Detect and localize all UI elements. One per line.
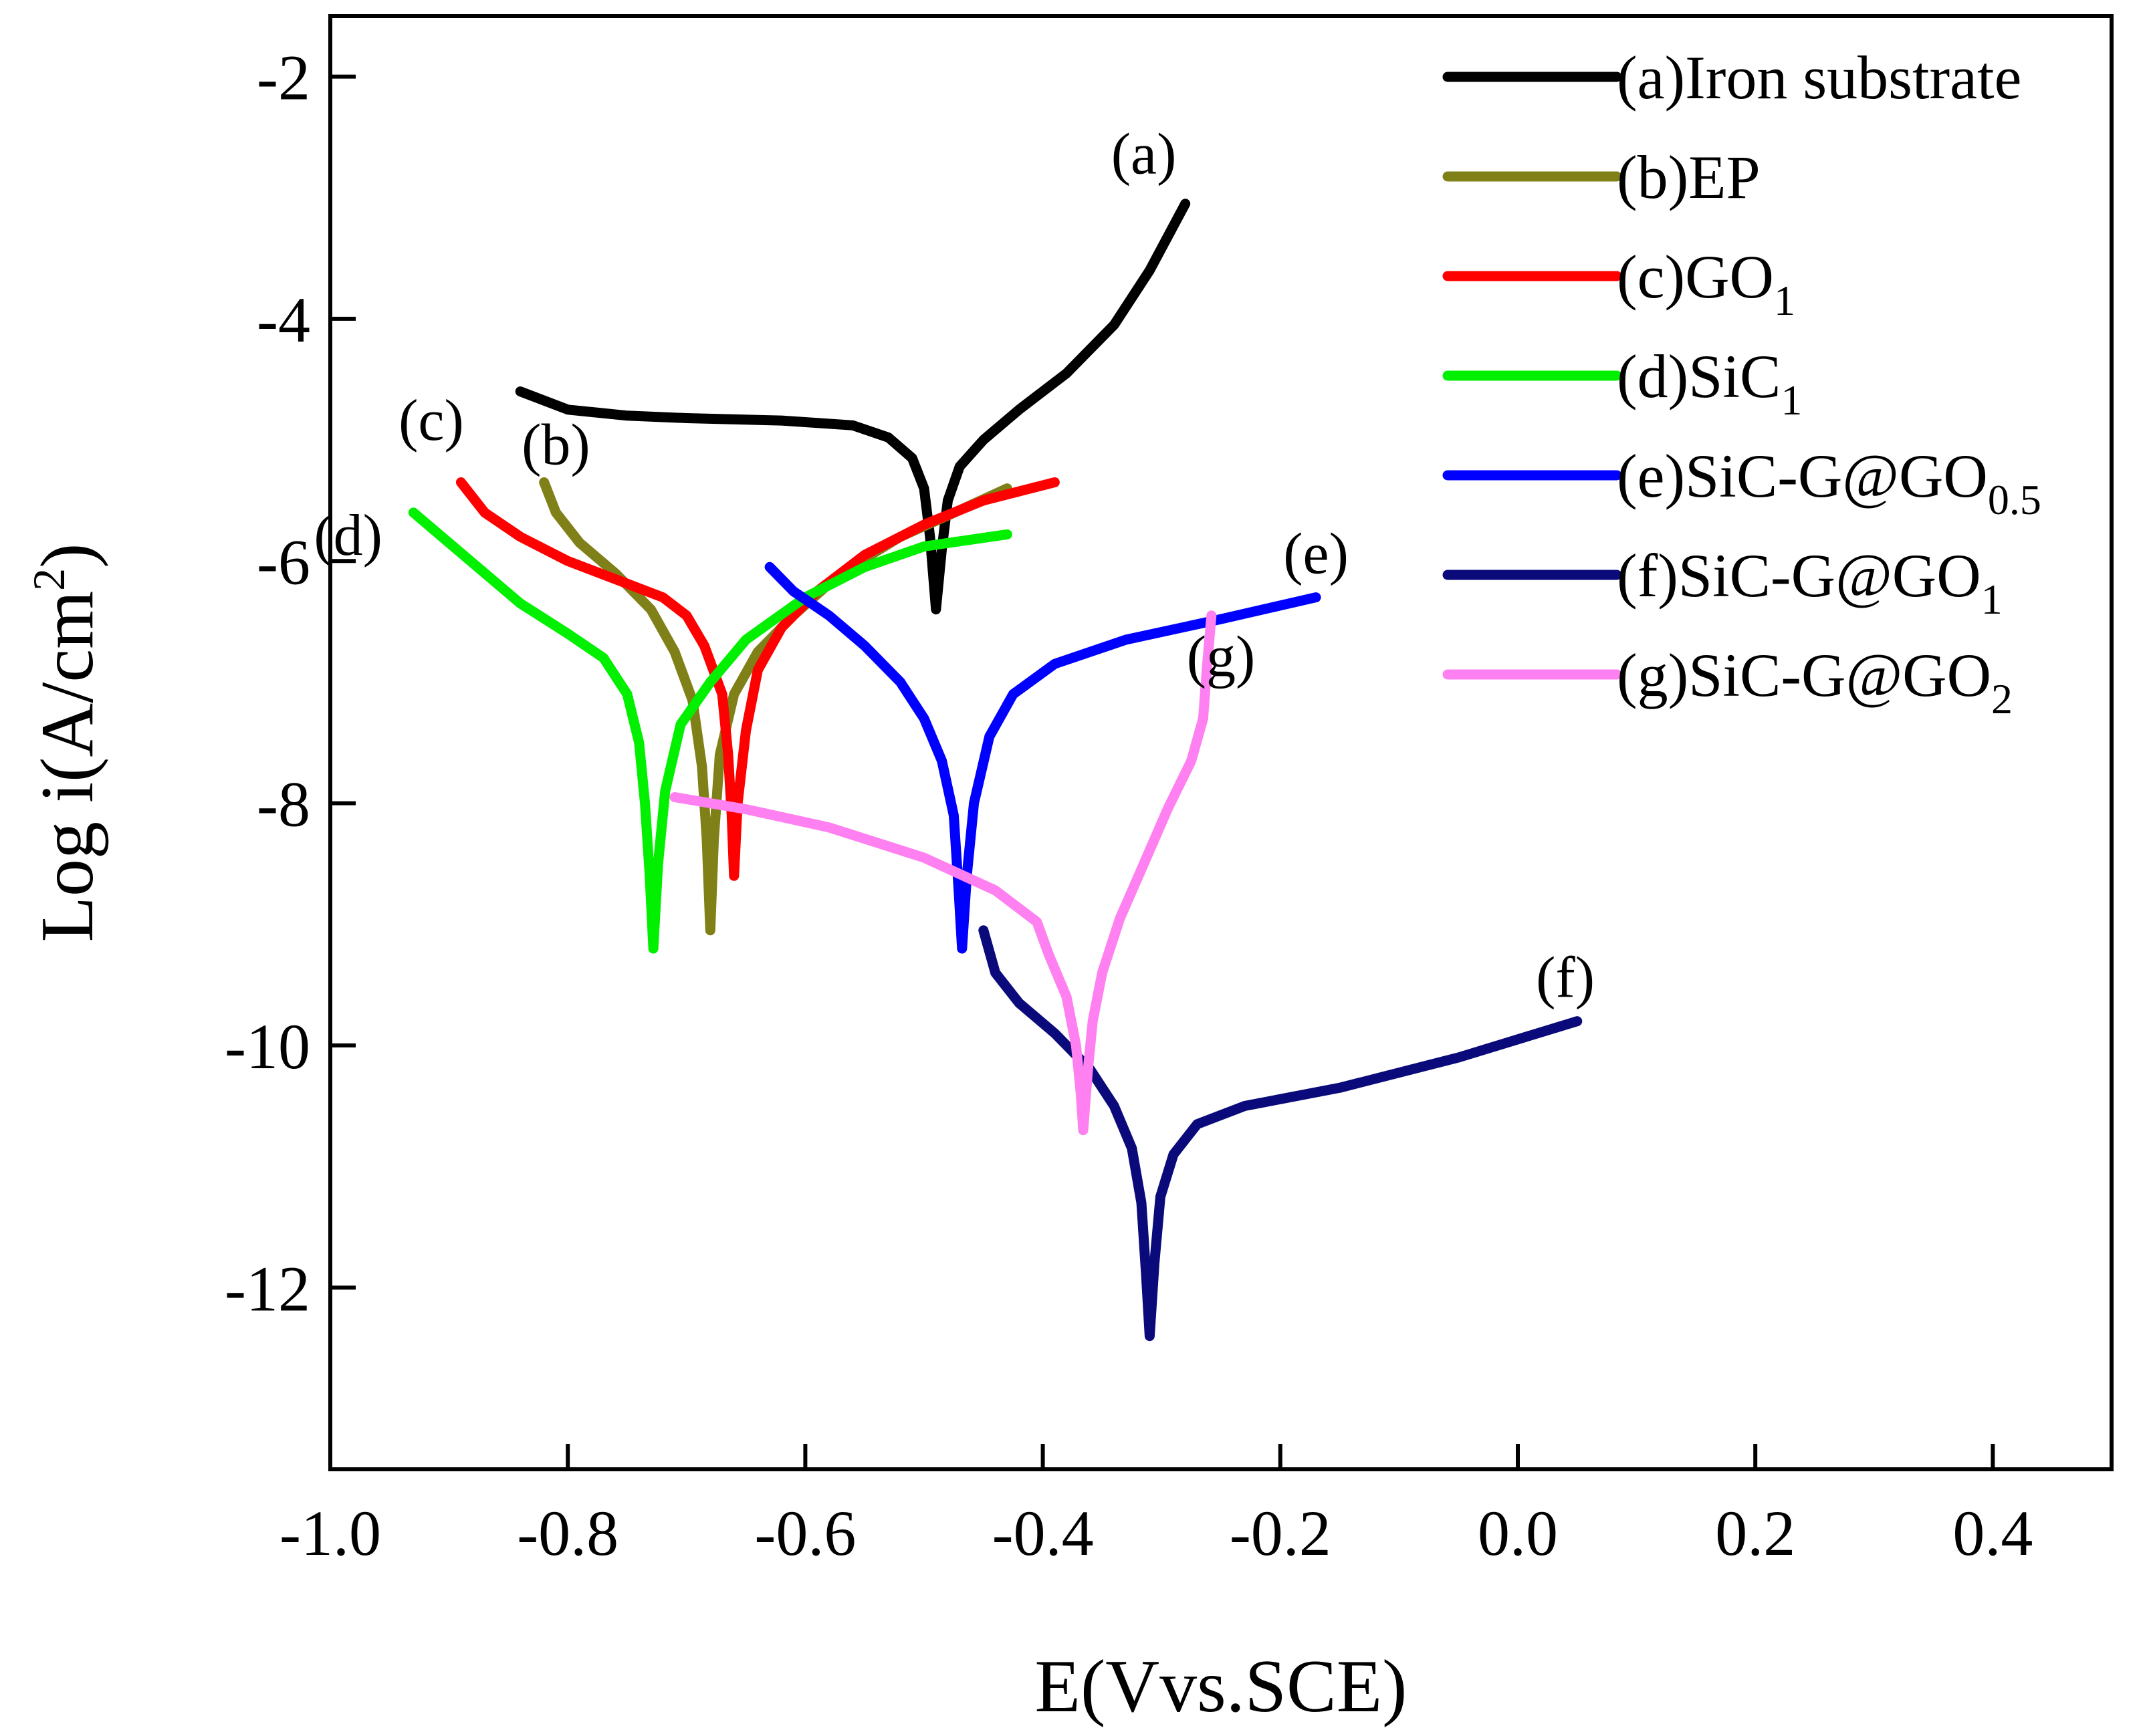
legend-item-g: (g)SiC-G@GO2: [1442, 641, 2013, 723]
legend-item-a: (a)Iron substrate: [1442, 43, 2021, 112]
legend-label-d: (d)SiC1: [1617, 342, 1802, 424]
legend-label-text: (d)SiC: [1617, 342, 1781, 410]
y-axis-title-close: ): [26, 543, 109, 568]
curve-label-d: (d): [314, 503, 382, 568]
x-tick-label: -0.8: [517, 1497, 618, 1569]
legend-label-text: (f)SiC-G@GO: [1617, 541, 1981, 610]
legend-label-text: (e)SiC-G@GO: [1617, 442, 1988, 510]
legend-item-e: (e)SiC-G@GO0.5: [1442, 442, 2041, 523]
series-line-e: [764, 562, 1321, 954]
legend-label-text: (g)SiC-G@GO: [1617, 641, 1991, 709]
x-tick-label: -0.2: [1230, 1497, 1331, 1569]
legend-label-e: (e)SiC-G@GO0.5: [1617, 442, 2041, 523]
curve-label-c: (c): [399, 388, 464, 453]
series-line-g: [669, 610, 1217, 1136]
plot-area-frame: [328, 14, 2114, 1471]
y-tick-label: -12: [225, 1253, 310, 1324]
curve-label-b: (b): [522, 412, 590, 477]
y-tick-labels: -2 -4 -6 -8 -10 -12: [225, 42, 310, 1325]
y-tick-label: -4: [257, 284, 310, 356]
y-axis-title: Log i(A/cm2): [23, 543, 109, 943]
curve-label-a: (a): [1111, 122, 1177, 187]
x-tick-label: -1.0: [279, 1497, 381, 1569]
x-tick-label: 0.0: [1478, 1497, 1558, 1569]
series-line-c: [455, 477, 1060, 881]
y-axis-title-main: Log i(A/cm: [26, 591, 109, 943]
legend: (a)Iron substrate(b)EP(c)GO1(d)SiC1(e)Si…: [1442, 43, 2041, 723]
x-tick-label: 0.2: [1715, 1497, 1795, 1569]
x-tick-label: -0.4: [992, 1497, 1094, 1569]
y-axis-title-superscript: 2: [23, 568, 74, 591]
legend-label-subscript: 1: [1781, 376, 1802, 424]
legend-label-subscript: 1: [1981, 576, 2003, 623]
legend-label-f: (f)SiC-G@GO1: [1617, 541, 2003, 623]
y-tick-label: -8: [257, 769, 310, 840]
legend-item-d: (d)SiC1: [1442, 342, 1802, 424]
data-series: [408, 199, 1583, 1342]
axis-ticks: [328, 74, 1995, 1469]
legend-label-text: (a)Iron substrate: [1617, 43, 2021, 112]
legend-label-subscript: 1: [1774, 277, 1795, 324]
legend-label-g: (g)SiC-G@GO2: [1617, 641, 2013, 723]
x-tick-labels: -1.0 -0.8 -0.6 -0.4 -0.2 0.0 0.2 0.4: [279, 1497, 2033, 1569]
legend-item-c: (c)GO1: [1442, 243, 1795, 324]
legend-item-f: (f)SiC-G@GO1: [1442, 541, 2003, 623]
x-axis-title: E(Vvs.SCE): [1035, 1645, 1407, 1728]
y-tick-label: -2: [257, 42, 310, 114]
curve-label-e: (e): [1283, 521, 1349, 586]
series-line-d: [408, 507, 1012, 954]
legend-label-text: (c)GO: [1617, 243, 1774, 311]
legend-label-subscript: 2: [1991, 675, 2013, 723]
legend-label-text: (b)EP: [1617, 143, 1761, 211]
legend-label-a: (a)Iron substrate: [1617, 43, 2021, 112]
series-line-f: [978, 925, 1583, 1342]
x-tick-label: 0.4: [1952, 1497, 2033, 1569]
curve-labels: (a) (b) (c) (d) (e) (f) (g): [314, 122, 1595, 1011]
legend-label-b: (b)EP: [1617, 143, 1761, 211]
legend-label-c: (c)GO1: [1617, 243, 1795, 324]
y-tick-label: -6: [257, 526, 310, 598]
x-tick-label: -0.6: [754, 1497, 856, 1569]
curve-label-g: (g): [1187, 624, 1256, 689]
series-line-a: [515, 199, 1191, 615]
legend-item-b: (b)EP: [1442, 143, 1761, 211]
legend-label-subscript: 0.5: [1988, 476, 2041, 523]
y-tick-label: -10: [225, 1011, 310, 1082]
curve-label-f: (f): [1536, 945, 1595, 1010]
